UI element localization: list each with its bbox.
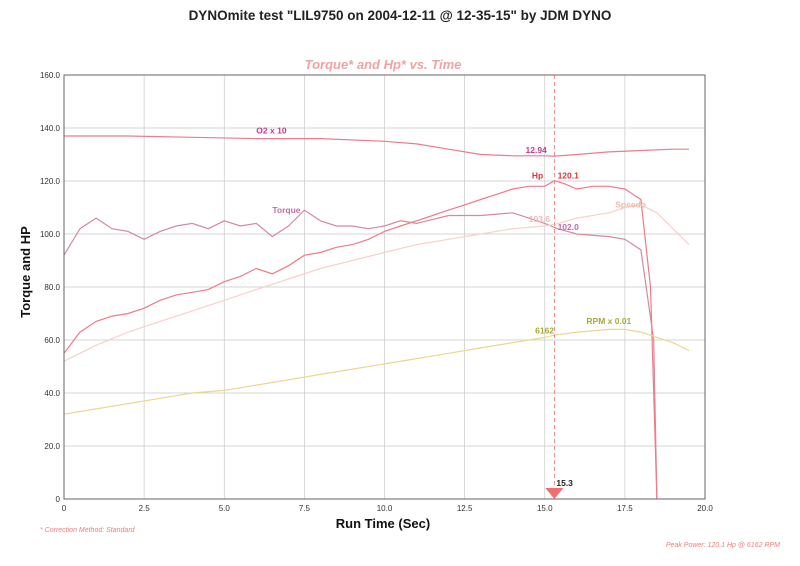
series-line-speedo [63, 204, 690, 362]
series-line-hp [63, 180, 658, 500]
peak-marker-triangle [545, 488, 564, 499]
y-tick-label: 40.0 [44, 389, 60, 398]
x-tick-label: 7.5 [299, 504, 311, 513]
y-tick-label: 120.0 [40, 177, 61, 186]
x-tick-label: 2.5 [139, 504, 151, 513]
y-tick-label: 20.0 [44, 442, 60, 451]
annotation-label: Speedo [615, 200, 646, 210]
grid [63, 74, 706, 500]
annotation-label: Torque [272, 205, 300, 215]
y-tick-label: 100.0 [40, 230, 61, 239]
x-tick-label: 20.0 [697, 504, 713, 513]
series-group: 15.3 [63, 75, 690, 500]
correction-note: * Correction Method: Standard [40, 527, 136, 534]
tick-labels: 0 2.5 5.0 7.5 10.0 12.5 15.0 17.5 20.0 0 20.0 40.0 6… [40, 71, 713, 513]
peak-power-note: Peak Power: 120.1 Hp @ 6162 RPM [666, 542, 780, 549]
plot-area-frame [63, 74, 706, 500]
y-tick-label: 160.0 [40, 71, 61, 80]
x-axis-label: Run Time (Sec) [336, 516, 430, 531]
peak-marker-label: 15.3 [556, 478, 573, 488]
x-tick-label: 10.0 [377, 504, 393, 513]
annotation-label: Hp [532, 170, 543, 180]
x-tick-label: 5.0 [219, 504, 231, 513]
annotation-label: 102.0 [558, 222, 580, 232]
annotation-label: 12.94 [526, 145, 548, 155]
y-axis-label: Torque and HP [18, 226, 33, 318]
y-tick-label: 140.0 [40, 124, 61, 133]
annotation-label: 120.1 [558, 170, 580, 180]
series-line-rpm-x-0-01 [63, 328, 690, 415]
series-line-o2-x-10 [64, 135, 689, 157]
annotations: O2 x 10 Torque Hp 120.1 12.94 Speedo 103.6 102.… [256, 125, 646, 335]
annotation-label: RPM x 0.01 [586, 316, 631, 326]
annotation-label: 103.6 [529, 214, 551, 224]
y-tick-label: 60.0 [44, 336, 60, 345]
y-tick-label: 0 [56, 495, 61, 504]
annotation-label: 6162 [535, 325, 554, 335]
x-tick-label: 0 [62, 504, 67, 513]
x-tick-label: 17.5 [617, 504, 633, 513]
chart-title: DYNOmite test "LIL9750 on 2004-12-11 @ 1… [188, 8, 612, 23]
x-tick-label: 15.0 [537, 504, 553, 513]
x-tick-label: 12.5 [457, 504, 473, 513]
annotation-label: O2 x 10 [256, 125, 287, 135]
y-tick-label: 80.0 [44, 283, 60, 292]
chart-subtitle: Torque* and Hp* vs. Time [305, 57, 462, 72]
series-line-torque [63, 209, 658, 500]
